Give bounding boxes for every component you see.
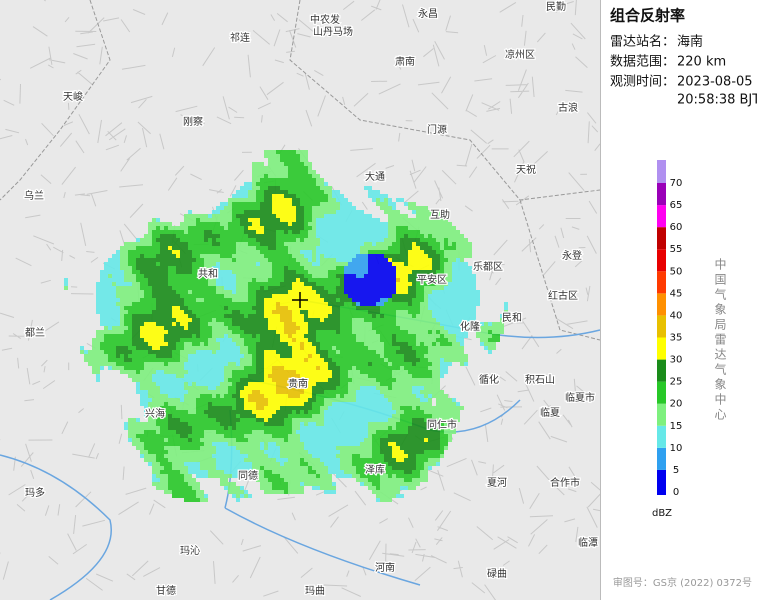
legend-swatch: [657, 381, 666, 404]
place-label: 乌兰: [24, 189, 44, 202]
legend-tick-label: 0: [673, 487, 679, 498]
legend-swatch: [657, 227, 666, 250]
echo-band: [344, 254, 388, 306]
place-label: 玛多: [25, 486, 45, 499]
legend-swatch: [657, 337, 666, 360]
place-label: 临夏市: [565, 391, 595, 404]
info-panel: [600, 0, 757, 600]
place-label: 玛曲: [305, 585, 325, 597]
place-label: 互助: [430, 208, 450, 221]
color-legend: 0 5 10 15 20 25 30 35 40 45 50 55 60 65 70: [657, 160, 682, 498]
place-label: 永登: [562, 249, 582, 262]
place-label: 泽库: [365, 463, 385, 476]
place-label: 平安区: [417, 273, 447, 286]
place-label: 门源: [427, 123, 447, 136]
place-label: 凉州区: [505, 48, 535, 61]
place-label: 大通: [365, 170, 385, 183]
legend-tick-label: 60: [670, 222, 683, 233]
echo-band: [248, 278, 400, 410]
legend-tick-label: 35: [670, 333, 683, 344]
place-label: 甘德: [156, 584, 176, 597]
legend-tick-label: 70: [670, 178, 683, 189]
field-value: 20:58:38 BJT: [677, 93, 757, 108]
field-label: 观测时间：: [610, 75, 675, 90]
place-label: 临夏: [540, 406, 560, 419]
legend-tick-label: 20: [670, 399, 683, 410]
place-label: 同仁市: [427, 418, 457, 431]
place-label: 循化: [479, 373, 499, 386]
legend-swatch: [657, 447, 666, 470]
legend-swatch: [657, 425, 666, 448]
field-label: 数据范围：: [610, 55, 675, 70]
place-label: 肃南: [395, 55, 415, 68]
legend-tick-label: 40: [670, 310, 683, 321]
legend-unit: dBZ: [652, 508, 672, 519]
legend-tick-label: 65: [670, 200, 683, 211]
legend-tick-label: 10: [670, 443, 683, 454]
legend-swatch: [657, 359, 666, 382]
place-label: 山丹马场: [313, 25, 353, 38]
echo-band: [344, 254, 396, 306]
place-label: 化隆: [460, 320, 480, 333]
echo-band: [116, 186, 440, 474]
legend-tick-label: 25: [670, 377, 683, 388]
place-label: 乐都区: [473, 261, 503, 273]
radar-site: [292, 292, 308, 308]
place-label: 临潭: [578, 536, 598, 549]
place-label: 中农发: [310, 13, 340, 26]
place-label: 红古区: [548, 289, 578, 302]
legend-tick-label: 5: [673, 465, 679, 476]
legend-swatch: [657, 183, 666, 206]
panel-title: 组合反射率: [610, 7, 685, 25]
place-label: 贵南: [288, 377, 308, 390]
echo-band: [64, 150, 508, 502]
field-label: 雷达站名：: [610, 34, 675, 50]
place-label: 刚察: [183, 115, 203, 128]
place-label: 民勤: [546, 0, 566, 13]
place-label: 古浪: [558, 101, 578, 114]
field-value: 2023-08-05: [677, 75, 753, 90]
boundary: [0, 0, 601, 341]
place-label: 玛沁: [180, 545, 200, 557]
legend-swatch: [657, 315, 666, 338]
legend-swatch: [657, 160, 666, 183]
legend-swatch: [657, 293, 666, 316]
credit: 中国气象局雷达气象中心: [713, 258, 727, 423]
legend-tick-label: 15: [670, 421, 683, 432]
place-label: 同德: [238, 469, 258, 482]
approval-number: 审图号：GS京 (2022) 0372号: [613, 576, 752, 589]
legend-swatch: [657, 403, 666, 426]
place-label: 天祝: [516, 163, 536, 176]
place-label: 兴海: [145, 407, 165, 420]
place-label: 天峻: [63, 90, 83, 103]
place-label: 民和: [502, 312, 522, 324]
place-label: 永昌: [418, 7, 438, 20]
place-label: 祁连: [230, 31, 250, 44]
place-label: 碌曲: [487, 568, 507, 580]
place-label: 共和: [198, 268, 218, 280]
legend-swatch: [657, 205, 666, 228]
legend-swatch: [657, 249, 666, 272]
legend-swatch: [657, 271, 666, 294]
radar-echo: [64, 150, 508, 502]
field-value: 220 km: [677, 55, 726, 70]
legend-tick-label: 50: [670, 266, 683, 277]
legend-tick-label: 55: [670, 244, 683, 255]
field-value: 海南: [677, 34, 703, 50]
place-label: 都兰: [25, 326, 45, 339]
legend-swatch: [657, 469, 666, 495]
place-label: 河南: [375, 561, 395, 574]
legend-tick-label: 30: [670, 355, 683, 366]
legend-tick-label: 45: [670, 288, 683, 299]
place-label: 合作市: [550, 476, 580, 489]
place-label: 积石山: [525, 374, 555, 386]
place-label: 夏河: [487, 477, 507, 489]
